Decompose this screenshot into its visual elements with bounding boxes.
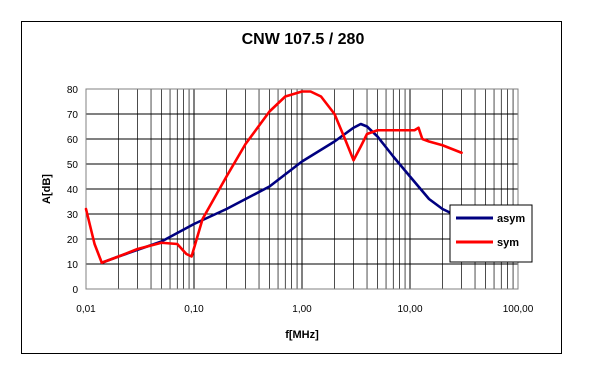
plot-border	[85, 88, 519, 290]
legend-label-sym: sym	[497, 237, 519, 249]
chart-frame	[21, 21, 562, 354]
x-axis-title: f[MHz]	[285, 329, 319, 341]
legend-box	[449, 204, 533, 263]
y-tick-label: 40	[67, 185, 79, 196]
series-layer	[84, 90, 463, 265]
x-tick-labels: 0,01 0,10 1,00 10,00 100,00	[76, 304, 533, 315]
x-tick-label: 0,10	[184, 304, 204, 315]
x-tick-label: 10,00	[397, 304, 422, 315]
x-tick-label: 0,01	[76, 304, 96, 315]
y-tick-label: 60	[67, 135, 79, 146]
y-axis-title: A[dB]	[41, 174, 53, 204]
x-tick-label: 1,00	[292, 304, 312, 315]
y-tick-label: 50	[67, 160, 79, 171]
y-tick-label: 70	[67, 110, 79, 121]
y-tick-label: 30	[67, 210, 79, 221]
legend: asym sym	[449, 204, 533, 263]
y-tick-label: 10	[67, 260, 79, 271]
x-tick-label: 100,00	[503, 304, 534, 315]
chart-title: CNW 107.5 / 280	[242, 31, 365, 48]
series-line-sym	[84, 90, 463, 265]
y-tick-label: 0	[72, 285, 78, 296]
series-line-asym	[100, 122, 455, 265]
y-tick-label: 20	[67, 235, 79, 246]
y-tick-labels: 0 10 20 30 40 50 60 70 80	[67, 85, 79, 296]
legend-label-asym: asym	[497, 213, 525, 225]
y-tick-label: 80	[67, 85, 79, 96]
